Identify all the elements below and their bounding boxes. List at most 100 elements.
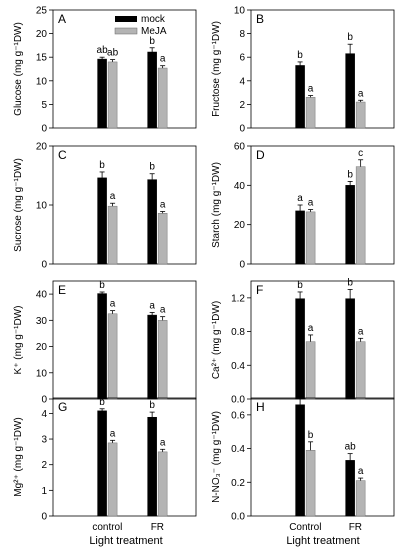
panel-letter: D: [256, 148, 265, 162]
y-tick-label: 10: [234, 6, 246, 17]
legend-swatch-mock: [115, 16, 137, 22]
bar-mock: [295, 65, 305, 129]
y-tick-label: 0.0: [231, 512, 245, 523]
significance-letter: ab: [97, 45, 109, 56]
legend: mock MeJA: [114, 14, 167, 37]
plot-frame: [52, 397, 197, 517]
legend-label-meja: MeJA: [141, 26, 167, 37]
bar-mock: [345, 53, 355, 129]
y-tick-label: 8: [239, 29, 245, 40]
x-title-right: Light treatment: [286, 535, 359, 547]
panel-letter: G: [58, 400, 67, 414]
y-tick-label: 0: [239, 260, 245, 271]
y-axis-label: Starch (mg g⁻¹DW): [211, 162, 222, 248]
significance-letter: b: [149, 162, 155, 173]
y-tick-label: 10: [36, 368, 48, 379]
y-tick-label: 0.6: [231, 410, 245, 421]
significance-letter: a: [149, 300, 155, 311]
panel-letter: C: [58, 148, 67, 162]
x-tick-label: control: [92, 522, 122, 533]
bar-meja: [305, 450, 316, 517]
y-tick-label: 15: [36, 53, 48, 64]
bar-mock: [345, 460, 355, 517]
significance-letter: c: [358, 148, 363, 159]
significance-letter: b: [149, 36, 155, 47]
plot-frame: [250, 397, 395, 517]
significance-letter: a: [160, 54, 166, 65]
significance-letter: a: [358, 326, 364, 337]
y-axis-label: Sucrose (mg g⁻¹DW): [13, 158, 24, 252]
significance-letter: b: [347, 32, 353, 43]
panel-f: F 0.0 0.4 0.8 1.2 Ca²⁺ (mg g⁻¹DW) b b a a: [211, 277, 395, 406]
y-tick-label: 20: [36, 29, 48, 40]
significance-letter: ab: [345, 442, 357, 453]
plot-frame: [52, 280, 197, 400]
panel-c: C 0 10 20 Sucrose (mg g⁻¹DW) b b a a: [13, 142, 197, 271]
bar-mock: [295, 404, 305, 517]
bar-mock: [97, 410, 107, 517]
panel-h: H 0.0 0.2 0.4 0.6 N-NO₃⁻ (mg g⁻¹DW) c ab b a Contr…: [211, 381, 395, 533]
y-tick-label: 5: [41, 100, 47, 111]
bar-meja: [355, 480, 366, 517]
bar-mock: [147, 179, 157, 265]
bar-mock: [97, 58, 107, 129]
x-tick-label: Control: [289, 522, 321, 533]
significance-letter: b: [297, 280, 303, 291]
bar-mock: [147, 314, 157, 400]
bar-meja: [355, 341, 366, 400]
bar-meja: [107, 205, 118, 265]
y-tick-label: 0: [41, 124, 47, 135]
y-tick-label: 10: [36, 76, 48, 87]
panel-letter: B: [256, 12, 264, 26]
bar-mock: [345, 298, 355, 400]
x-title-left: Light treatment: [89, 535, 162, 547]
significance-letter: b: [99, 397, 105, 408]
plot-frame: [250, 280, 395, 400]
panel-a: A 0 5 10 15 20 25 Glucose (mg g⁻¹DW) ab b ab a: [13, 6, 197, 135]
significance-letter: b: [99, 280, 105, 291]
y-tick-label: 40: [36, 290, 48, 301]
significance-letter: a: [160, 305, 166, 316]
y-tick-label: 2: [239, 100, 245, 111]
significance-letter: a: [358, 88, 364, 99]
significance-letter: a: [110, 191, 116, 202]
bar-mock: [147, 51, 157, 129]
significance-letter: b: [149, 400, 155, 411]
x-tick-label: FR: [151, 522, 164, 533]
significance-letter: a: [297, 193, 303, 204]
y-tick-label: 0.2: [231, 478, 245, 489]
plot-frame: [52, 145, 197, 265]
bar-meja: [107, 442, 118, 517]
significance-letter: a: [160, 199, 166, 210]
significance-letter: c: [298, 381, 303, 392]
bar-mock: [147, 416, 157, 517]
bar-meja: [157, 451, 168, 517]
significance-letter: a: [110, 428, 116, 439]
significance-letter: a: [160, 437, 166, 448]
significance-letter: a: [308, 198, 314, 209]
y-axis-label: Fructose (mg g⁻¹DW): [211, 21, 222, 117]
panel-d: D 0 20 40 60 Starch (mg g⁻¹DW) a b a c: [211, 142, 395, 271]
y-tick-label: 60: [234, 142, 246, 153]
significance-letter: a: [110, 299, 116, 310]
panel-letter: A: [58, 12, 66, 26]
bar-meja: [305, 211, 316, 265]
bar-meja: [107, 313, 118, 400]
significance-letter: a: [358, 466, 364, 477]
y-axis-label: K⁺ (mg g⁻¹DW): [13, 306, 24, 375]
y-tick-label: 0: [239, 124, 245, 135]
bar-meja: [355, 101, 366, 129]
y-tick-label: 2: [41, 460, 47, 471]
panel-b: B 0 2 4 6 8 10 Fructose (mg g⁻¹DW) b b a a: [211, 6, 395, 135]
significance-letter: ab: [107, 48, 119, 59]
y-tick-label: 20: [36, 342, 48, 353]
significance-letter: a: [308, 323, 314, 334]
plot-frame: [250, 9, 395, 129]
y-tick-label: 0.8: [231, 327, 245, 338]
y-tick-label: 0.0: [231, 395, 245, 406]
bar-mock: [345, 185, 355, 265]
significance-letter: b: [347, 169, 353, 180]
bar-meja: [157, 320, 168, 400]
y-tick-label: 25: [36, 6, 48, 17]
